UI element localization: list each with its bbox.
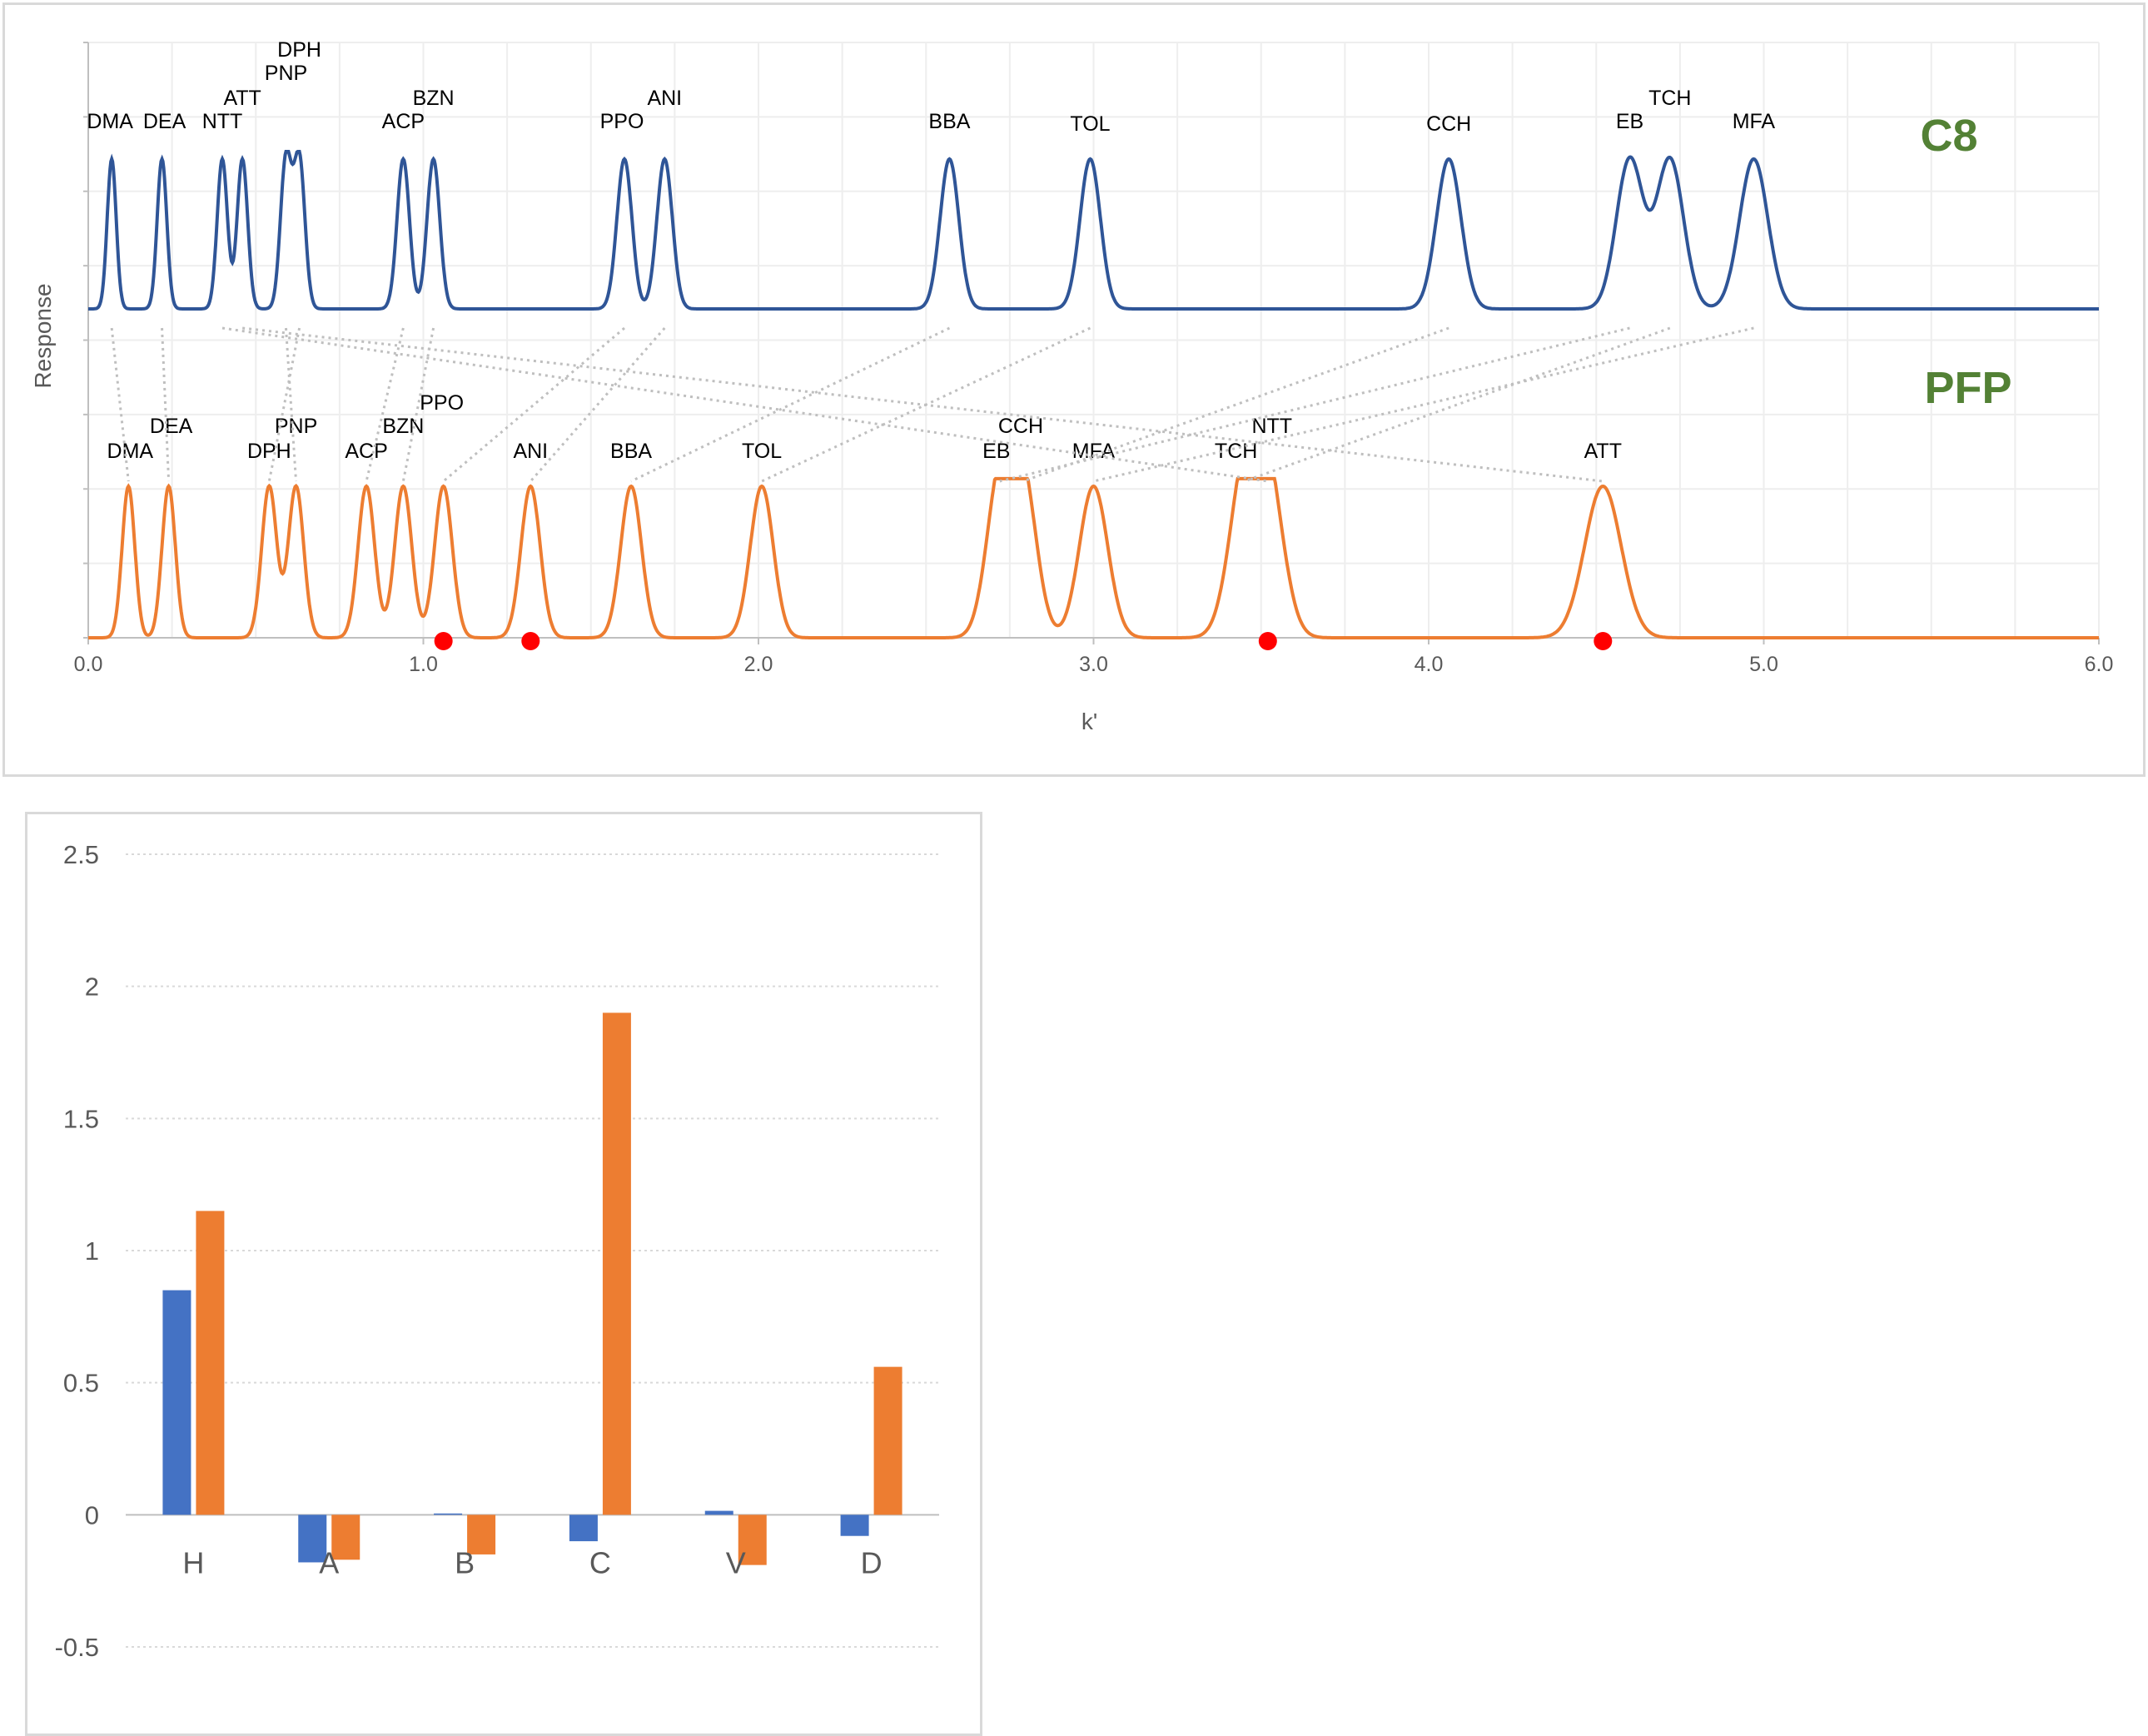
y-tick-label: 2 <box>85 972 99 1002</box>
peak-label-PFP-ATT: ATT <box>1584 440 1622 463</box>
correspondence-line-DMA <box>110 327 130 482</box>
category-label-B: B <box>455 1545 475 1579</box>
red-marker <box>521 632 540 650</box>
red-marker <box>1258 632 1277 650</box>
peak-label-C8-ATT: ATT <box>223 87 261 110</box>
peak-label-C8-CCH: CCH <box>1426 112 1471 136</box>
series-PFP-trace <box>88 476 2099 639</box>
bar-V-series-1 <box>704 1510 733 1515</box>
y-tick-label: 0 <box>85 1500 99 1530</box>
peak-label-PFP-PPO: PPO <box>420 391 464 415</box>
peak-label-PFP-NTT: NTT <box>1251 415 1292 438</box>
bar-D-series-2 <box>873 1366 902 1515</box>
peak-label-C8-NTT: NTT <box>202 110 243 133</box>
bar-D-series-1 <box>840 1515 869 1536</box>
y-tick-label: 2.5 <box>63 840 99 869</box>
peak-label-PFP-BBA: BBA <box>610 440 652 463</box>
y-tick-label: -0.5 <box>55 1633 99 1662</box>
peak-label-C8-DPH: DPH <box>277 38 321 62</box>
x-tick-label: 1.0 <box>409 653 438 676</box>
peak-label-PFP-TCH: TCH <box>1215 440 1257 463</box>
peak-label-PFP-ACP: ACP <box>345 440 387 463</box>
series-name-C8: C8 <box>1920 111 1977 161</box>
series-C8-group <box>88 150 2099 311</box>
series-C8-trace <box>88 150 2099 311</box>
peak-label-PFP-MFA: MFA <box>1072 440 1116 463</box>
category-label-V: V <box>726 1545 746 1579</box>
peak-label-C8-ANI: ANI <box>647 87 682 110</box>
x-tick-label: 4.0 <box>1415 653 1444 676</box>
peak-label-C8-BBA: BBA <box>928 110 970 133</box>
bar-A-series-1 <box>298 1515 327 1563</box>
peak-label-PFP-CCH: CCH <box>998 415 1043 438</box>
bar-H-series-1 <box>162 1290 191 1515</box>
category-label-H: H <box>182 1545 204 1579</box>
peak-label-C8-TOL: TOL <box>1070 112 1110 136</box>
peak-label-PFP-EB: EB <box>982 440 1010 463</box>
chromatogram-panel: 0.0 1.0 2.0 3.0 4.0 5.0 6.0 k' Response DMA DEA NTT… <box>2 2 2146 777</box>
category-label-C: C <box>589 1545 611 1579</box>
y-axis-title: Response <box>30 283 56 388</box>
red-marker <box>1594 632 1613 650</box>
peak-label-PFP-ANI: ANI <box>513 440 548 463</box>
correspondence-line-TCH <box>1244 326 1671 483</box>
peak-label-C8-MFA: MFA <box>1733 110 1776 133</box>
x-tick-label: 2.0 <box>744 653 773 676</box>
peak-label-PFP-BZN: BZN <box>382 415 424 438</box>
category-label-D: D <box>861 1545 883 1579</box>
y-tick-label: 1 <box>85 1236 99 1266</box>
bar-chart: -0.5 0 0.5 1 1.5 2 2.5 H A B C V D <box>55 840 939 1662</box>
x-axis-title: k' <box>1081 709 1097 734</box>
peak-label-PFP-DEA: DEA <box>150 415 193 438</box>
bar-C-series-1 <box>569 1515 598 1542</box>
x-tick-label: 5.0 <box>1749 653 1778 676</box>
x-tick-label: 6.0 <box>2085 653 2114 676</box>
correspondence-line-TOL <box>761 326 1091 483</box>
correspondence-line-PNP <box>284 327 298 482</box>
peak-label-C8-PPO: PPO <box>600 110 644 133</box>
peak-label-C8-DEA: DEA <box>143 110 186 133</box>
y-tick-label: 1.5 <box>63 1104 99 1133</box>
y-tick-label: 0.5 <box>63 1369 99 1398</box>
peak-label-PFP-TOL: TOL <box>742 440 782 463</box>
peak-label-PFP-PNP: PNP <box>275 415 317 438</box>
peak-label-C8-BZN: BZN <box>413 87 455 110</box>
red-marker <box>434 632 453 650</box>
series-name-PFP: PFP <box>1924 363 2011 413</box>
peak-label-C8-TCH: TCH <box>1648 87 1691 110</box>
bar-V-series-2 <box>738 1515 767 1565</box>
correspondence-line-ANI <box>530 327 666 482</box>
category-label-A: A <box>319 1545 339 1579</box>
peak-label-PFP-DMA: DMA <box>107 440 154 463</box>
correspondence-line-NTT <box>221 326 1269 483</box>
bar-B-series-1 <box>434 1513 463 1515</box>
bar-H-series-2 <box>196 1211 225 1515</box>
peak-label-C8-EB: EB <box>1616 110 1643 133</box>
bar-C-series-2 <box>602 1012 631 1515</box>
correspondence-line-CCH <box>1022 326 1449 483</box>
peak-label-C8-ACP: ACP <box>382 110 425 133</box>
peak-label-C8-DMA: DMA <box>87 110 133 133</box>
x-tick-label: 0.0 <box>74 653 103 676</box>
series-PFP-group <box>88 476 2099 639</box>
correspondence-line-ATT <box>241 326 1604 483</box>
bar-A-series-2 <box>331 1515 360 1560</box>
correspondence-line-DEA <box>161 327 171 482</box>
correspondence-line-BBA <box>630 326 951 483</box>
peak-label-PFP-DPH: DPH <box>247 440 291 463</box>
correspondence-line-MFA <box>1093 326 1754 483</box>
x-tick-label: 3.0 <box>1079 653 1108 676</box>
peak-label-C8-PNP: PNP <box>265 62 307 85</box>
bar-chart-panel: -0.5 0 0.5 1 1.5 2 2.5 H A B C V D <box>25 812 982 1736</box>
bar-B-series-2 <box>467 1515 496 1554</box>
correspondence-line-EB <box>999 326 1630 483</box>
